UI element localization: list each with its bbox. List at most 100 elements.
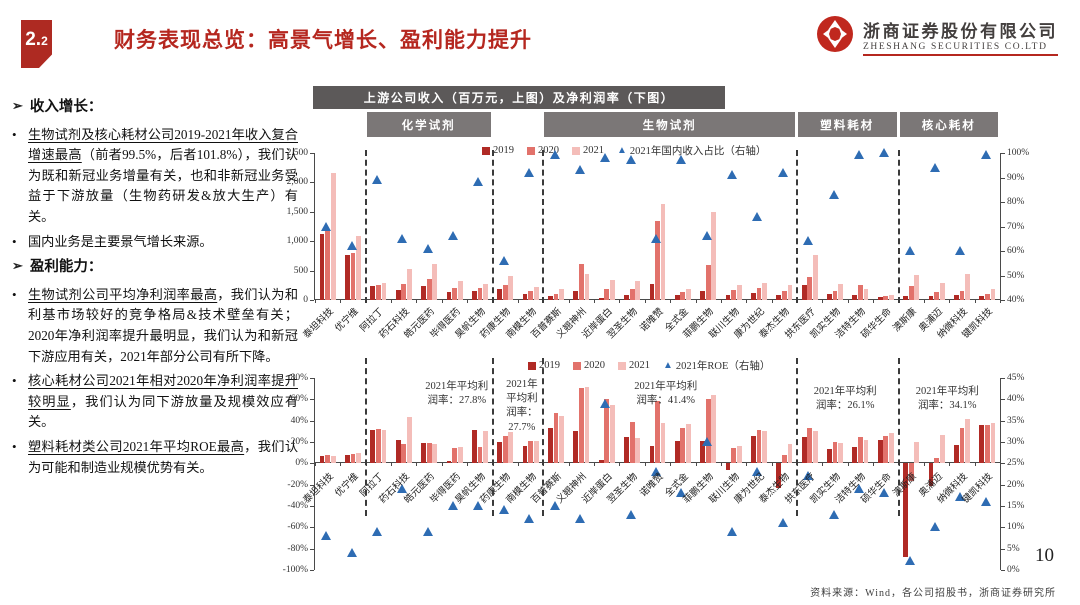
bar-2020-泰杰生物 <box>781 291 787 300</box>
bar-2021-百普赛斯 <box>559 289 564 300</box>
bar-2021-菲鹏生物 <box>711 395 717 464</box>
right-tick-mark <box>1001 399 1005 401</box>
bar-2019-菲鹏生物 <box>700 440 706 464</box>
legend-item: 2020 <box>573 360 605 371</box>
triangle-marker-澳斯康 <box>904 246 915 255</box>
bar-2019-澳斯康 <box>903 295 908 300</box>
triangle-marker-近岸蛋白 <box>600 398 611 408</box>
sidebar-bullet-lead: 生物试剂及核心耗材公司2019-2021年收入复合增速最高 <box>28 126 298 163</box>
bar-2020-洁特生物 <box>858 436 863 464</box>
bar-2019-菲鹏生物 <box>700 291 706 300</box>
x-tick-mark <box>340 300 342 303</box>
x-tick-mark <box>923 300 925 303</box>
average-margin-annotation: 2021年平均利 润率：26.1% <box>813 386 877 412</box>
triangle-marker-阿拉丁 <box>371 174 382 184</box>
legend-swatch-2020 <box>573 361 581 370</box>
right-tick-label: 15% <box>1007 501 1025 511</box>
bar-2020-联川生物 <box>731 448 736 464</box>
x-tick-mark <box>720 300 722 303</box>
bar-2020-澳斯康 <box>908 286 914 300</box>
triangle-marker-南模生物 <box>524 167 535 177</box>
bar-2019-奥浦迈 <box>928 296 934 300</box>
bar-2019-硕华生命 <box>877 439 883 464</box>
dot-bullet-icon: • <box>12 233 17 249</box>
y-tick-mark <box>310 378 314 379</box>
right-tick-mark <box>1001 420 1005 422</box>
bar-2021-昊帆生物 <box>483 283 488 300</box>
page-number: 10 <box>1035 545 1054 566</box>
bar-2021-康为世纪 <box>762 431 767 464</box>
y-tick-mark <box>310 506 314 507</box>
legend-item: ▲ 2021年ROE（右轴） <box>663 358 770 373</box>
bar-2020-诺唯赞 <box>655 401 660 464</box>
y-tick-mark <box>310 270 314 272</box>
legend-triangle-icon: ▲ <box>663 359 673 371</box>
sidebar-bullet-lead: 核心耗材公司2021年相对2020年净利润率提升较明显 <box>28 373 298 409</box>
bar-2019-药康生物 <box>497 442 503 464</box>
bar-2019-翌圣生物 <box>624 436 629 464</box>
bar-2020-优宁维 <box>350 453 356 464</box>
right-tick-mark <box>1001 527 1005 529</box>
y-tick-label: -20% <box>287 479 308 490</box>
bar-2020-近岸蛋白 <box>604 289 610 300</box>
bar-2021-优宁维 <box>356 235 362 300</box>
bar-2021-键凯科技 <box>990 289 996 300</box>
bar-2020-键凯科技 <box>984 424 990 464</box>
bar-2019-皓元医药 <box>421 443 426 464</box>
bar-2019-康为世纪 <box>750 292 756 300</box>
sidebar-bullet: • 生物试剂公司平均净利润率最高，我们认为和利基市场较好的竞争格局&技术壁垒有关；… <box>12 285 298 367</box>
x-tick-mark <box>949 463 951 467</box>
legend-swatch-2021 <box>572 146 580 155</box>
triangle-marker-诺唯赞 <box>651 233 661 243</box>
x-tick-mark <box>391 463 393 467</box>
x-tick-mark <box>644 300 646 303</box>
bar-2020-优宁维 <box>350 252 356 300</box>
bar-2021-义翘神州 <box>584 274 590 300</box>
bar-2021-泰杰生物 <box>787 284 793 300</box>
dot-bullet-icon: • <box>12 373 17 389</box>
bar-2020-义翘神州 <box>578 387 584 464</box>
bar-2020-康为世纪 <box>756 288 762 300</box>
right-tick-label: 0% <box>1007 565 1020 575</box>
sidebar-section-heading: ➢ 盈利能力： <box>12 256 298 279</box>
legend-label: 2021年国内收入占比（右轴） <box>629 146 767 157</box>
bar-2020-义翘神州 <box>578 263 584 300</box>
section-number-sub: 2 <box>41 34 48 48</box>
sidebar-bullet-lead: 塑料耗材类公司2021年平均ROE最高 <box>28 438 245 454</box>
group-separator <box>364 358 367 516</box>
triangle-marker-药康生物 <box>498 255 509 265</box>
x-tick-mark <box>670 300 672 303</box>
bar-2020-凯实生物 <box>832 291 838 300</box>
bar-2020-硕华生命 <box>883 435 889 464</box>
bar-2019-南模生物 <box>522 446 528 464</box>
bar-2020-康为世纪 <box>756 430 762 464</box>
bar-2021-拱东医疗 <box>812 431 818 464</box>
bar-2021-义翘神州 <box>584 386 590 464</box>
triangle-marker-昊帆生物 <box>473 177 484 187</box>
bar-2019-义翘神州 <box>573 431 579 464</box>
group-separator <box>897 150 900 303</box>
bar-2021-拱东医疗 <box>812 254 818 300</box>
y-axis-line <box>314 378 315 570</box>
bar-2020-诺唯赞 <box>655 220 660 300</box>
right-tick-mark <box>1001 300 1005 301</box>
bar-2019-纳微科技 <box>953 295 959 300</box>
triangle-marker-奥浦迈 <box>930 162 941 172</box>
section-number-main: 2. <box>25 29 42 50</box>
bar-2021-药石科技 <box>406 269 412 300</box>
x-tick-mark <box>847 463 849 467</box>
bar-2021-百普赛斯 <box>559 416 564 464</box>
bar-2020-毕得医药 <box>452 448 457 464</box>
y-tick-label: -60% <box>287 522 308 533</box>
right-axis-line <box>1000 153 1001 300</box>
y-tick-mark <box>310 241 314 243</box>
x-tick-mark <box>746 300 748 303</box>
legend-item: 2020 <box>527 145 559 156</box>
bar-2020-百普赛斯 <box>553 293 559 300</box>
right-tick-mark <box>1001 570 1005 571</box>
bar-2021-药康生物 <box>508 432 514 464</box>
triangle-marker-菲鹏生物 <box>701 437 712 446</box>
y-tick-label: 20% <box>290 437 308 447</box>
bar-2019-药康生物 <box>497 288 503 300</box>
category-header-生物试剂: 生物试剂 <box>544 112 796 137</box>
